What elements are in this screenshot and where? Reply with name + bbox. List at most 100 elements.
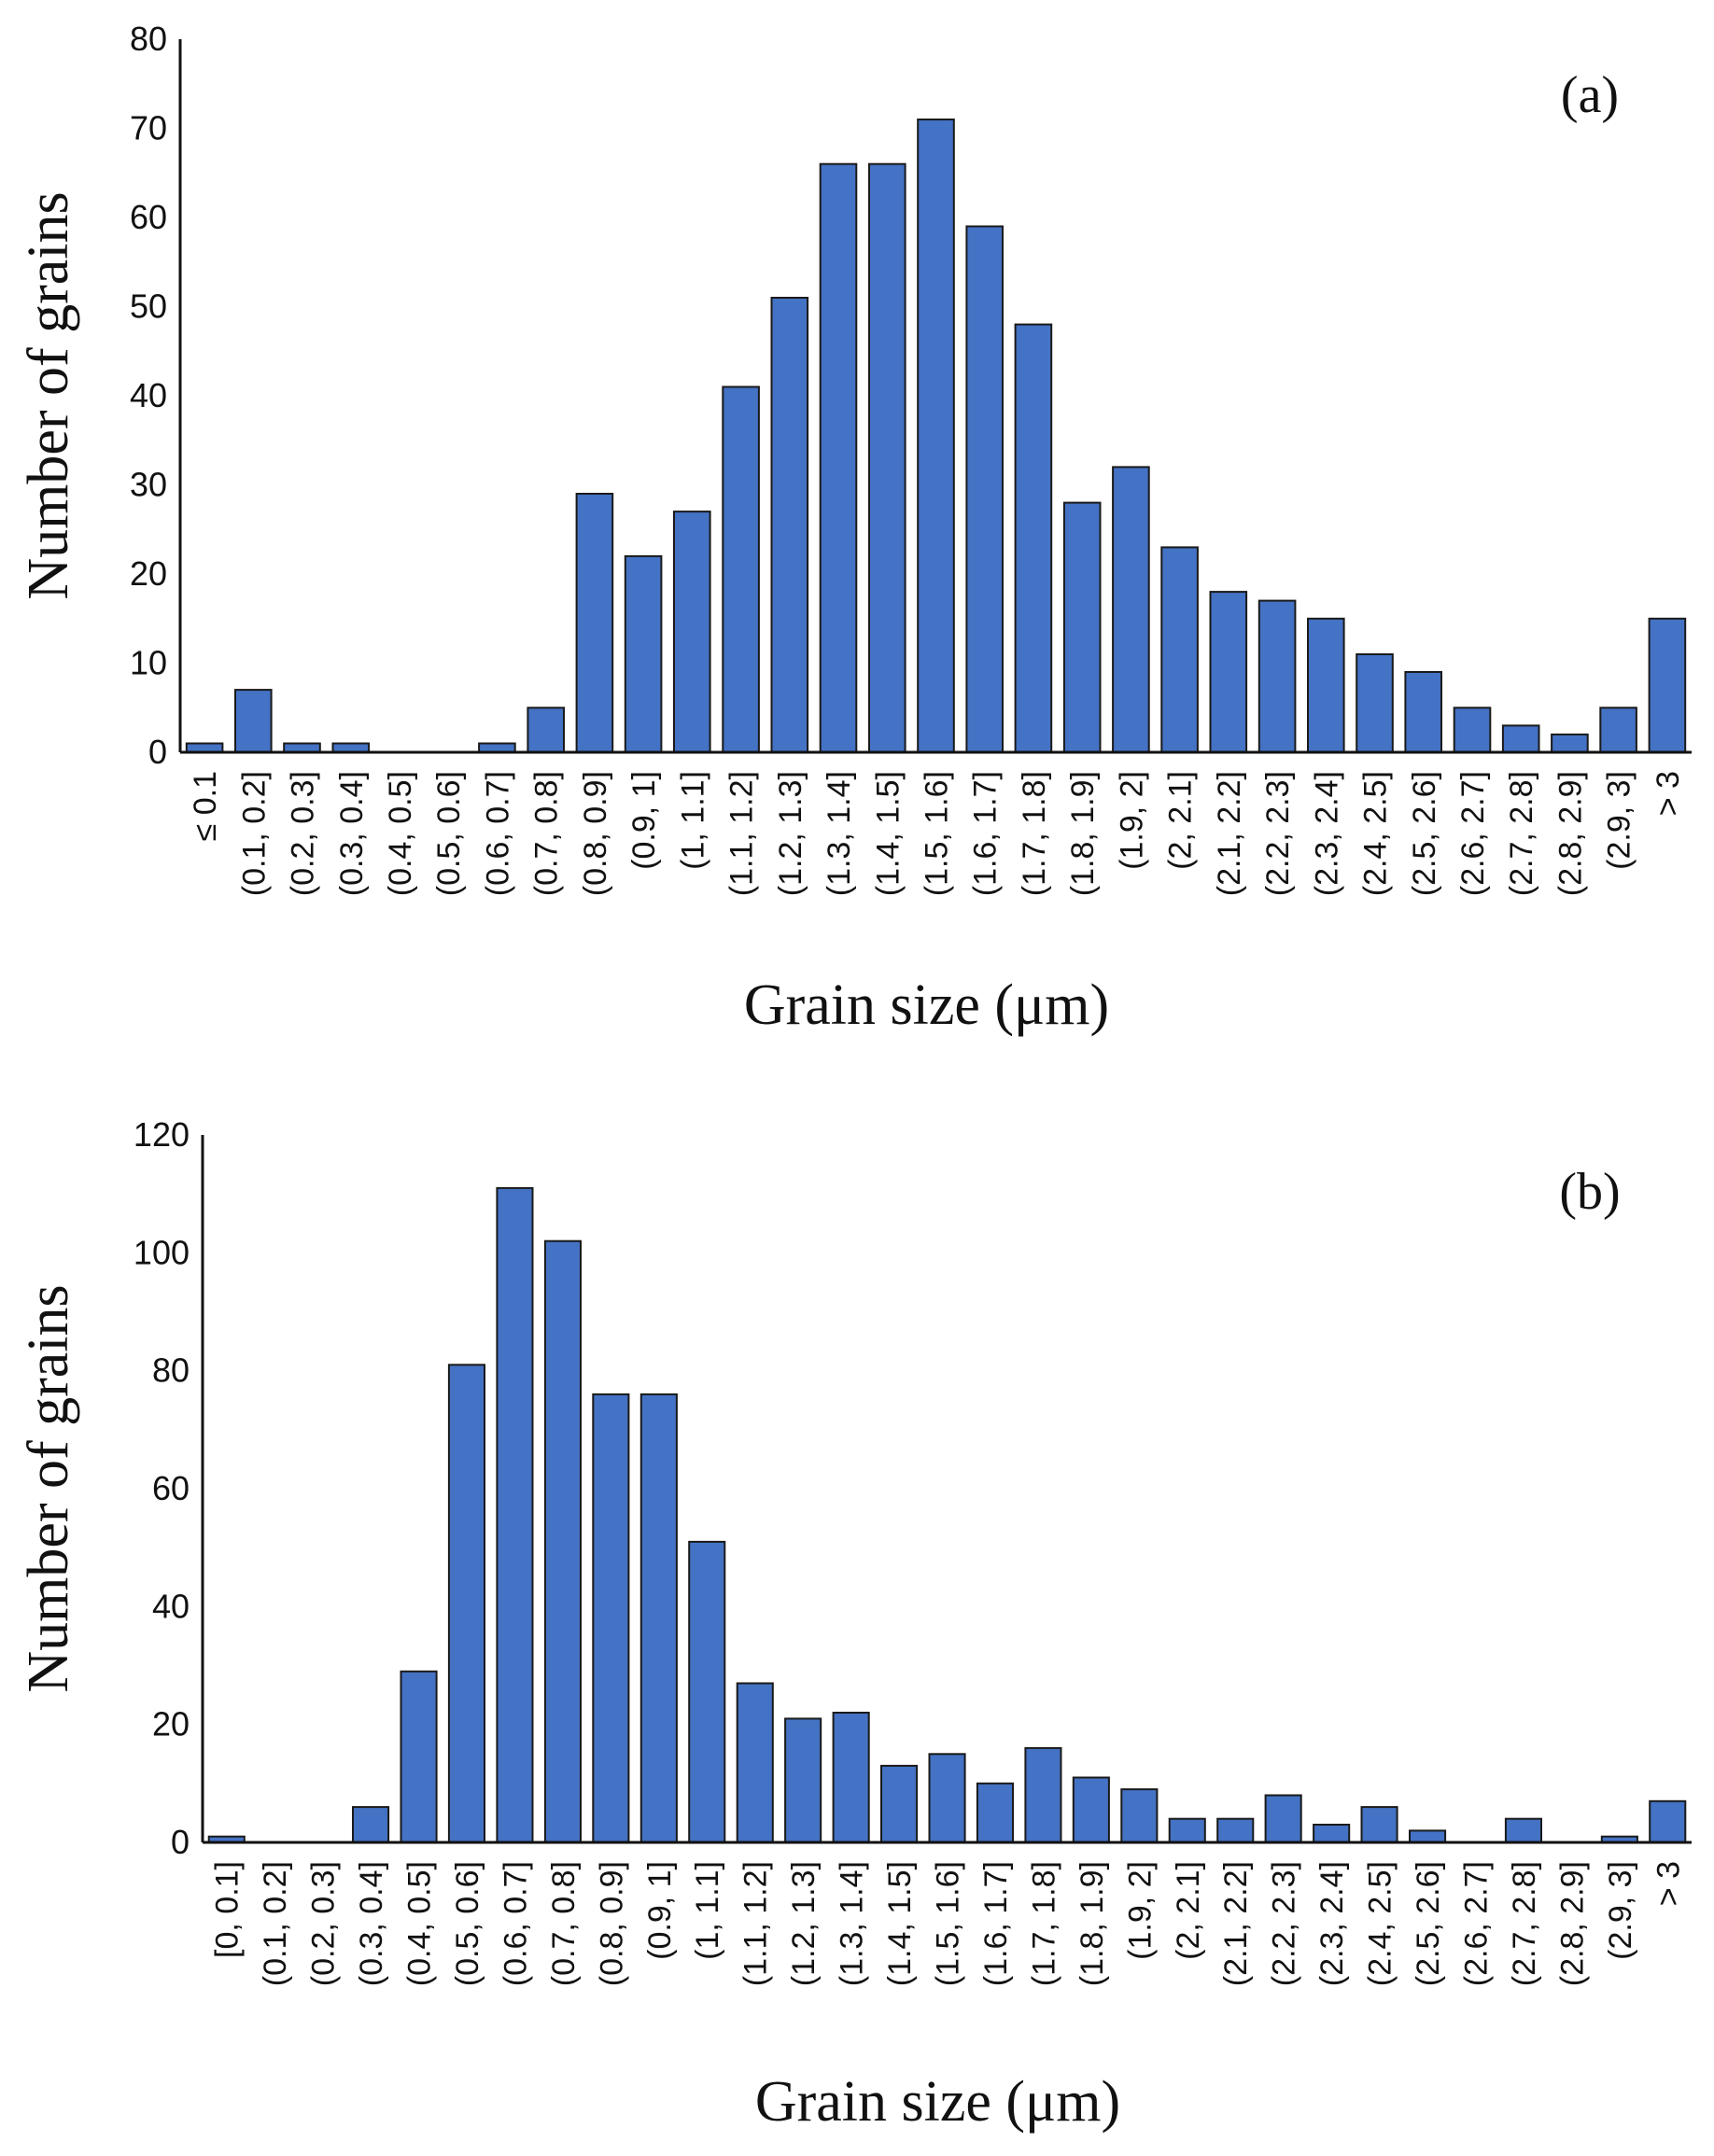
x-category-label: (0.1, 0.2] (236, 771, 272, 896)
bar (688, 1540, 726, 1843)
x-category-label: (0.9, 1] (626, 771, 662, 870)
y-tick-label: 100 (133, 1233, 190, 1271)
x-category-label: (2.7, 2.8] (1504, 771, 1539, 896)
bar (1257, 599, 1297, 753)
x-category-label: (0.2, 0.3] (306, 1861, 342, 1986)
bar (400, 1670, 438, 1843)
x-category-label: ≤ 0.1 (188, 771, 223, 841)
x-category-label: (0.7, 0.8] (529, 771, 565, 896)
y-tick-label: 80 (152, 1351, 190, 1390)
x-category-label: (0.5, 0.6] (431, 771, 467, 896)
bar (543, 1239, 583, 1843)
x-category-label: (2.4, 2.5] (1363, 1861, 1398, 1986)
x-category-label: (0.6, 0.7] (498, 1861, 533, 1986)
bar (1453, 707, 1492, 754)
y-tick-label: 20 (130, 554, 167, 593)
x-categories-a: ≤ 0.1 (0.1, 0.2] (0.2, 0.3] (0.3, 0.4] (0.4,… (188, 771, 1686, 896)
x-category-label: (0.8, 0.9] (594, 1861, 629, 1986)
bar (976, 1782, 1015, 1843)
x-category-label: (0.7, 0.8] (546, 1861, 582, 1986)
x-axis-title-a: Grain size (μm) (744, 973, 1109, 1037)
bar (1356, 653, 1394, 753)
bar (1313, 1824, 1351, 1843)
x-category-label: (2, 2.1] (1171, 1861, 1206, 1960)
bars-b (207, 1186, 1687, 1844)
x-axis-title-b: Grain size (μm) (755, 2070, 1120, 2134)
y-tick-label: 40 (152, 1587, 190, 1625)
x-category-label: (1.4, 1.5] (870, 771, 906, 896)
y-ticks-a: 0 10 20 30 40 50 60 70 80 (130, 20, 167, 771)
bar (447, 1364, 485, 1843)
bar (1120, 1788, 1159, 1843)
x-category-label: (0.2, 0.3] (286, 771, 321, 896)
panel-label-a: (a) (1561, 66, 1619, 124)
bar (1168, 1817, 1206, 1844)
x-category-label: (0.6, 0.7] (481, 771, 516, 896)
bar (1062, 501, 1102, 753)
x-category-label: (2.8, 2.9] (1554, 1861, 1590, 1986)
x-category-label: (0.4, 0.5] (383, 771, 418, 896)
bar (1209, 591, 1248, 753)
y-tick-label: 60 (152, 1469, 190, 1507)
x-category-label: (0.3, 0.4] (334, 771, 370, 896)
bar (1264, 1794, 1302, 1843)
x-category-label: (1, 1.1] (690, 1861, 725, 1960)
y-tick-label: 80 (130, 20, 167, 58)
bar (1216, 1817, 1255, 1844)
x-category-label: (2.5, 2.6] (1411, 1861, 1446, 1986)
bar (1112, 466, 1150, 753)
bar (928, 1753, 966, 1844)
bar (1648, 617, 1687, 754)
bar (1551, 733, 1589, 754)
y-tick-label: 30 (130, 466, 167, 504)
bar (1024, 1746, 1062, 1844)
bar (770, 297, 809, 753)
y-axis-title-a: Number of grains (17, 191, 80, 599)
x-category-label: (1, 1.1] (675, 771, 710, 870)
y-tick-label: 50 (130, 287, 167, 326)
bar (624, 554, 663, 754)
x-category-label: (2.2, 2.3] (1267, 1861, 1302, 1986)
bar (1649, 1799, 1687, 1843)
y-ticks-b: 0 20 40 60 80 100 120 (133, 1115, 190, 1861)
histogram-a: 0 10 20 30 40 50 60 70 80 ≤ 0.1 (0.1, 0.2] (0.2, 0… (17, 20, 1692, 1037)
bar (880, 1764, 919, 1844)
bar (1360, 1806, 1398, 1843)
bar (917, 119, 955, 753)
bar (575, 493, 614, 753)
bar (639, 1393, 678, 1843)
x-category-label: (2, 2.1] (1163, 771, 1199, 870)
bars-a (185, 119, 1687, 754)
y-tick-label: 0 (148, 733, 167, 771)
histogram-b: 0 20 40 60 80 100 120 [0, 0.1] (0.1, 0.2] (0.2, … (17, 1115, 1692, 2134)
bar (592, 1393, 630, 1843)
y-tick-label: 0 (171, 1823, 190, 1861)
x-category-label: > 3 (1651, 1861, 1686, 1906)
y-tick-label: 10 (130, 644, 167, 682)
bar (819, 162, 858, 753)
x-category-label: (2.6, 2.7] (1459, 1861, 1495, 1986)
x-category-label: (2.9, 3] (1602, 771, 1637, 870)
bar (1160, 546, 1199, 754)
y-tick-label: 70 (130, 109, 167, 147)
x-category-label: (0.9, 1] (642, 1861, 678, 1960)
bar (784, 1717, 822, 1844)
bar (1504, 1817, 1543, 1844)
y-tick-label: 40 (130, 376, 167, 414)
x-category-label: (0.3, 0.4] (354, 1861, 389, 1986)
bar (1072, 1776, 1110, 1843)
y-axis-title-b: Number of grains (17, 1284, 80, 1692)
x-category-label: (2.5, 2.6] (1407, 771, 1442, 896)
x-category-label: (1.9, 2] (1114, 771, 1149, 870)
bar (496, 1186, 534, 1843)
x-category-label: (2.4, 2.5] (1358, 771, 1394, 896)
x-category-label: (1.9, 2] (1122, 1861, 1158, 1960)
bar (1599, 707, 1637, 754)
x-category-label: (1.1, 1.2] (738, 1861, 774, 1986)
bar (352, 1806, 390, 1843)
x-category-label: (1.5, 1.6] (931, 1861, 966, 1986)
bar (736, 1682, 774, 1843)
x-category-label: (0.4, 0.5] (402, 1861, 438, 1986)
x-category-label: (2.9, 3] (1603, 1861, 1638, 1960)
x-category-label: (1.2, 1.3] (773, 771, 808, 896)
